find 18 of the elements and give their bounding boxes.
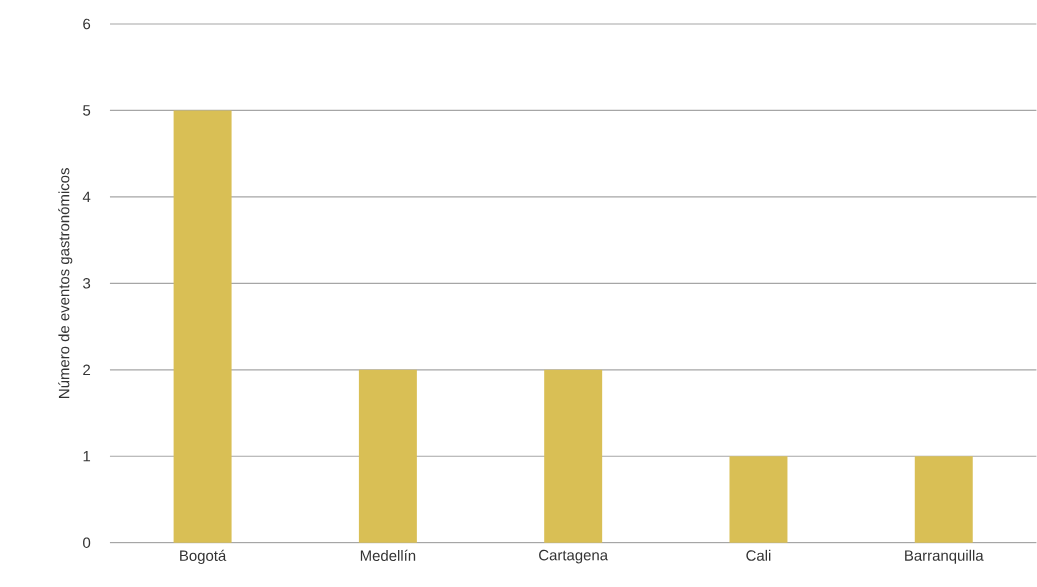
bar [358, 369, 417, 543]
y-axis-title: Número de eventos gastronómicos [58, 168, 73, 399]
y-tick-label: 4 [82, 191, 91, 203]
bar [173, 110, 232, 543]
y-tick-label: 1 [83, 451, 91, 462]
x-tick-label: Barranquilla [905, 550, 984, 564]
y-tick-label: 0 [83, 537, 91, 549]
bar [914, 456, 973, 543]
y-tick-label: 3 [83, 278, 91, 289]
x-tick-label: Medellín [360, 550, 416, 562]
y-tick-label: 6 [83, 18, 91, 30]
x-tick-label: Cartagena [539, 550, 609, 564]
x-tick-label: Cali [746, 550, 771, 561]
y-tick-label: 2 [83, 364, 91, 376]
y-tick-label: 5 [83, 105, 91, 116]
x-tick-label: Bogotá [180, 550, 227, 565]
bar [729, 456, 788, 543]
bar [544, 369, 603, 543]
